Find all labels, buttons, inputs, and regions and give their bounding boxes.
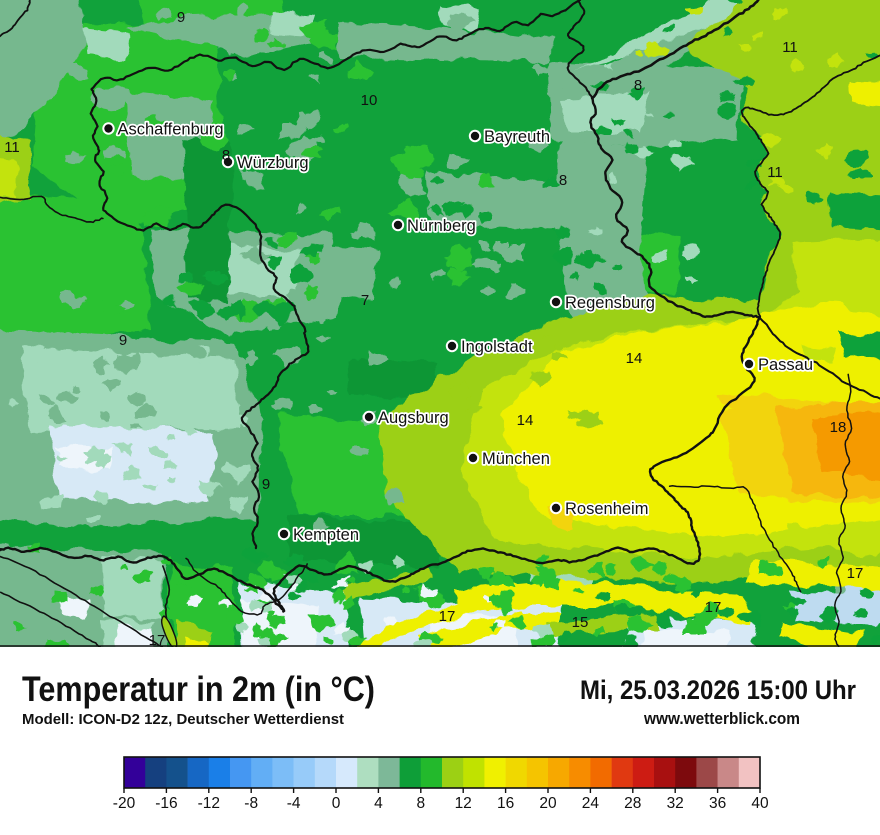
svg-text:Temperatur in 2m (in °C): Temperatur in 2m (in °C) — [22, 669, 375, 709]
svg-text:Regensburg: Regensburg — [565, 294, 655, 312]
svg-text:40: 40 — [751, 795, 769, 812]
svg-text:-4: -4 — [287, 795, 301, 812]
svg-text:9: 9 — [119, 332, 127, 349]
svg-text:Modell: ICON-D2 12z, Deutscher: Modell: ICON-D2 12z, Deutscher Wetterdie… — [22, 712, 344, 728]
svg-text:Würzburg: Würzburg — [237, 154, 309, 172]
svg-text:Nürnberg: Nürnberg — [407, 217, 476, 235]
svg-text:8: 8 — [634, 77, 642, 94]
svg-text:Aschaffenburg: Aschaffenburg — [118, 121, 224, 139]
svg-text:www.wetterblick.com: www.wetterblick.com — [643, 710, 800, 728]
svg-text:12: 12 — [455, 795, 472, 812]
svg-text:München: München — [482, 450, 550, 468]
svg-text:11: 11 — [767, 164, 783, 181]
svg-text:17: 17 — [439, 608, 456, 625]
svg-text:20: 20 — [539, 795, 557, 812]
svg-text:Mi, 25.03.2026 15:00 Uhr: Mi, 25.03.2026 15:00 Uhr — [580, 675, 856, 705]
svg-text:Rosenheim: Rosenheim — [565, 500, 648, 518]
svg-text:9: 9 — [177, 9, 185, 26]
svg-text:-8: -8 — [244, 795, 258, 812]
svg-text:-12: -12 — [198, 795, 220, 812]
svg-text:11: 11 — [782, 39, 798, 56]
svg-text:14: 14 — [517, 412, 534, 429]
svg-text:0: 0 — [332, 795, 341, 812]
svg-text:Augsburg: Augsburg — [378, 409, 449, 427]
svg-text:9: 9 — [262, 476, 270, 493]
svg-text:Ingolstadt: Ingolstadt — [461, 338, 533, 356]
svg-text:8: 8 — [222, 147, 230, 164]
svg-text:Passau: Passau — [758, 356, 813, 374]
svg-text:17: 17 — [705, 599, 722, 616]
svg-text:8: 8 — [416, 795, 425, 812]
svg-text:11: 11 — [4, 139, 20, 156]
svg-text:36: 36 — [709, 795, 726, 812]
svg-text:14: 14 — [626, 350, 643, 367]
svg-text:24: 24 — [582, 795, 600, 812]
svg-text:8: 8 — [559, 172, 567, 189]
svg-text:Kempten: Kempten — [293, 526, 359, 544]
svg-text:32: 32 — [667, 795, 684, 812]
svg-text:10: 10 — [361, 92, 378, 109]
svg-text:28: 28 — [624, 795, 641, 812]
svg-text:-20: -20 — [113, 795, 136, 812]
svg-text:16: 16 — [497, 795, 514, 812]
svg-text:17: 17 — [847, 565, 864, 582]
svg-text:4: 4 — [374, 795, 383, 812]
svg-text:17: 17 — [149, 632, 166, 649]
svg-text:15: 15 — [572, 614, 589, 631]
svg-text:Bayreuth: Bayreuth — [484, 128, 550, 146]
svg-text:-16: -16 — [155, 795, 177, 812]
svg-text:18: 18 — [830, 419, 847, 436]
svg-text:7: 7 — [361, 292, 369, 309]
